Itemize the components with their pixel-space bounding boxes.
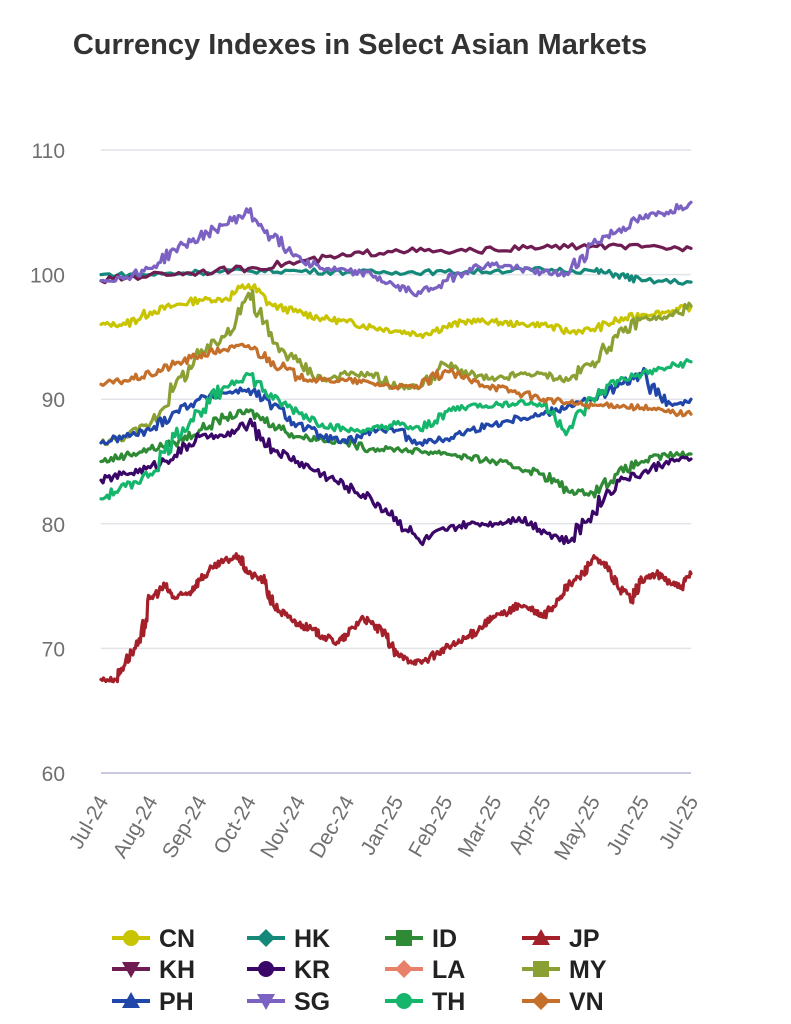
series-line-id [99, 408, 693, 499]
legend-marker-triangle-up-icon [122, 992, 140, 1008]
x-tick-label: Nov-24 [256, 792, 310, 862]
legend-item-kh[interactable]: KH [112, 956, 195, 984]
x-tick-label: Oct-24 [209, 792, 261, 858]
chart-title: Currency Indexes in Select Asian Markets [72, 29, 648, 61]
series-line-vn [99, 342, 693, 418]
legend-marker-diamond-icon [532, 992, 550, 1010]
legend-label: HK [294, 925, 330, 953]
y-tick-label: 90 [42, 389, 65, 412]
legend-label: SG [294, 988, 330, 1016]
legend-label: PH [159, 988, 194, 1016]
x-tick-label: Jul-25 [655, 792, 704, 853]
legend-label: JP [569, 925, 600, 953]
x-axis-ticks: Jul-24Aug-24Sep-24Oct-24Nov-24Dec-24Jan-… [65, 792, 704, 864]
series-lines [99, 200, 693, 684]
x-tick-label: Jul-24 [65, 792, 114, 853]
y-tick-label: 100 [30, 265, 65, 288]
legend-item-hk[interactable]: HK [247, 925, 330, 953]
y-axis-ticks: 60 70 80 90 100 110 [30, 140, 65, 786]
x-tick-label: Jun-25 [602, 792, 654, 859]
legend-marker-circle-icon [123, 930, 139, 946]
series-line-kh [99, 242, 693, 285]
legend-label: ID [432, 925, 457, 953]
legend: CN HK ID JP KH KR LA MY PH SG TH VN [112, 925, 607, 1016]
y-tick-label: 70 [42, 638, 65, 661]
legend-item-jp[interactable]: JP [522, 925, 600, 953]
legend-label: VN [569, 988, 604, 1016]
x-tick-label: May-25 [550, 792, 605, 864]
series-line-cn [99, 283, 693, 339]
legend-label: LA [432, 956, 465, 984]
legend-item-vn[interactable]: VN [522, 988, 604, 1016]
x-tick-label: Aug-24 [109, 792, 163, 862]
series-line-kr [99, 417, 693, 547]
series-line-hk [99, 265, 693, 286]
y-tick-label: 80 [42, 514, 65, 537]
legend-marker-triangle-down-icon [122, 962, 140, 978]
y-tick-label: 110 [32, 140, 65, 163]
legend-item-id[interactable]: ID [385, 925, 457, 953]
legend-marker-circle-icon [258, 961, 274, 977]
series-line-jp [99, 552, 693, 684]
legend-label: CN [159, 925, 195, 953]
legend-label: KH [159, 956, 195, 984]
x-tick-label: Dec-24 [305, 792, 359, 862]
legend-item-kr[interactable]: KR [247, 956, 330, 984]
legend-marker-diamond-icon [395, 960, 413, 978]
legend-label: TH [432, 988, 465, 1016]
series-line-th [99, 358, 693, 501]
legend-item-ph[interactable]: PH [112, 988, 194, 1016]
legend-item-la[interactable]: LA [385, 956, 465, 984]
x-tick-label: Apr-25 [504, 792, 555, 858]
legend-marker-diamond-icon [257, 929, 275, 947]
x-tick-label: Feb-25 [404, 792, 457, 861]
legend-item-my[interactable]: MY [522, 956, 607, 984]
y-tick-label: 60 [42, 763, 65, 786]
legend-item-th[interactable]: TH [385, 988, 465, 1016]
x-tick-label: Sep-24 [158, 792, 212, 862]
legend-marker-triangle-down-icon [257, 994, 275, 1010]
series-line-sg [99, 200, 693, 298]
x-tick-label: Jan-25 [356, 792, 408, 859]
legend-item-cn[interactable]: CN [112, 925, 195, 953]
x-tick-label: Mar-25 [453, 792, 506, 861]
legend-label: MY [569, 956, 607, 984]
legend-marker-square-icon [396, 930, 412, 946]
legend-label: KR [294, 956, 330, 984]
legend-marker-circle-icon [396, 993, 412, 1009]
legend-item-sg[interactable]: SG [247, 988, 330, 1016]
legend-marker-square-icon [533, 961, 549, 977]
legend-marker-triangle-up-icon [532, 929, 550, 945]
